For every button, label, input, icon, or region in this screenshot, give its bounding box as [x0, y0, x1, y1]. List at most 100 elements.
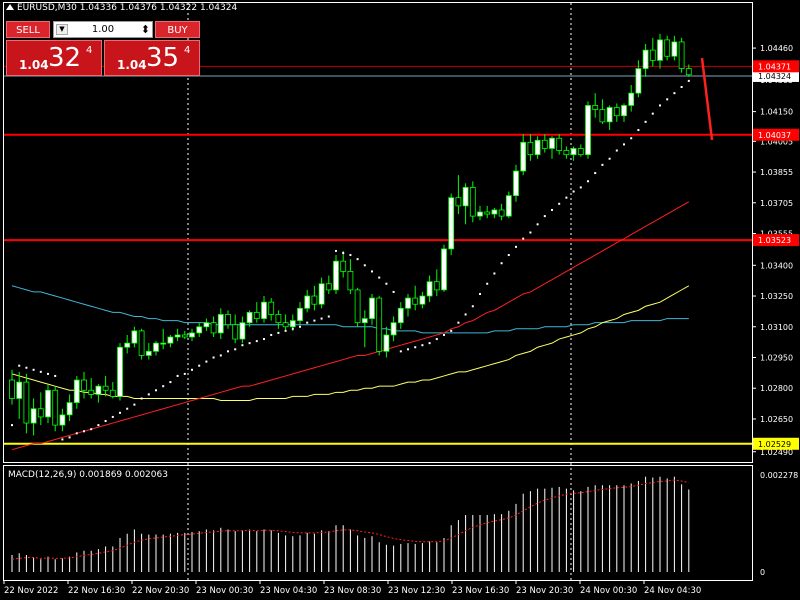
candle-body — [189, 332, 195, 338]
buy-button[interactable]: BUY — [155, 21, 200, 38]
sar-dot — [75, 432, 78, 435]
sell-price-big: 32 — [48, 43, 82, 73]
ma-yellow-line — [11, 285, 690, 402]
spin-arrows-icon[interactable]: ⬍ — [140, 23, 150, 36]
sar-dot — [126, 407, 129, 410]
sar-dot — [270, 333, 273, 336]
sar-dot — [371, 270, 373, 273]
price-tick-label: 1.03250 — [760, 292, 793, 301]
sar-dot — [277, 331, 280, 334]
sell-price-small: 4 — [86, 45, 93, 56]
candle-body — [577, 148, 584, 156]
price-label-box — [753, 60, 799, 73]
candle-body — [491, 209, 498, 215]
sar-dot — [644, 120, 647, 123]
sar-dot — [385, 282, 388, 285]
sar-dot — [90, 428, 93, 431]
sar-dot — [155, 389, 157, 392]
candle-body — [556, 137, 563, 151]
sar-dot — [522, 237, 525, 240]
candle-body — [541, 139, 548, 149]
price-label-box — [753, 69, 799, 82]
sar-dot — [356, 258, 359, 261]
chevron-down-icon[interactable]: ▼ — [56, 24, 68, 35]
sar-dot — [414, 346, 417, 349]
candle-body — [563, 150, 570, 156]
sar-dot — [543, 215, 546, 218]
main-chart-frame — [3, 2, 753, 463]
sar-dot — [83, 430, 85, 433]
sar-dot — [630, 137, 633, 140]
ma-blue-line — [11, 285, 689, 334]
candle-body — [649, 49, 656, 61]
candle-body — [685, 68, 692, 76]
sar-dot — [11, 424, 13, 427]
price-axis: 1.044601.043051.041501.040051.038551.037… — [752, 44, 793, 457]
candle-body — [153, 342, 159, 352]
candle-body — [347, 271, 354, 291]
sar-dot — [579, 186, 582, 189]
candle-body — [246, 312, 253, 324]
candle-body — [397, 307, 404, 324]
lot-size-value[interactable]: 1.00 — [91, 24, 115, 35]
candle-body — [390, 322, 397, 336]
time-tick-label: 22 Nov 16:30 — [68, 586, 125, 596]
candle-body — [376, 297, 383, 352]
sar-dot — [443, 333, 445, 336]
candle-body — [527, 141, 534, 156]
price-label-text: 1.04371 — [758, 62, 791, 71]
sell-button[interactable]: SELL — [6, 21, 50, 38]
candle-body — [534, 139, 541, 156]
candle-body — [9, 379, 15, 399]
sar-dot — [680, 86, 683, 89]
time-tick-label: 23 Nov 08:30 — [324, 586, 381, 596]
sar-dot — [615, 149, 618, 152]
candle-body — [433, 281, 440, 291]
time-tick-label: 22 Nov 2022 — [4, 586, 58, 596]
macd-axis: 0.002278 0 — [760, 471, 798, 577]
sar-dot — [529, 231, 532, 234]
candle-body — [225, 314, 231, 326]
sar-dot — [97, 424, 100, 427]
candle-body — [678, 41, 685, 69]
sell-price-button[interactable]: 1.04 32 4 — [6, 40, 102, 76]
macd-tick-label: 0 — [760, 568, 765, 577]
candle-body — [102, 385, 109, 391]
candle-body — [253, 312, 260, 319]
ma-red-line — [11, 201, 690, 451]
price-tick-label: 1.03555 — [760, 230, 793, 239]
candle-body — [289, 320, 296, 328]
candle-body — [181, 334, 188, 338]
time-tick-label: 23 Nov 00:30 — [196, 586, 253, 596]
sar-dot — [407, 348, 409, 351]
candle-body — [570, 148, 577, 156]
symbol-label: EURUSD,M30 — [17, 3, 77, 13]
candle-body — [549, 137, 555, 149]
chart-header: EURUSD,M30 1.04336 1.04376 1.04322 1.043… — [6, 3, 237, 13]
sar-dot — [191, 368, 193, 371]
sar-dot — [421, 344, 424, 347]
sar-dot — [450, 329, 453, 332]
price-label-box — [753, 128, 799, 141]
sar-dot — [183, 372, 186, 375]
sar-dot — [673, 92, 676, 95]
candle-body — [498, 209, 505, 217]
sar-dot — [363, 264, 366, 267]
sar-dot — [263, 338, 265, 341]
candle-body — [599, 109, 606, 123]
price-tick-label: 1.03705 — [760, 199, 793, 208]
lot-size-field[interactable]: ▼ 1.00 ⬍ — [53, 21, 153, 38]
sar-dot — [320, 317, 323, 320]
buy-price-button[interactable]: 1.04 35 4 — [104, 40, 200, 76]
sar-dot — [486, 282, 489, 285]
sar-dot — [464, 313, 467, 316]
candle-body — [145, 350, 152, 356]
sar-dot — [219, 354, 222, 357]
sar-dot — [111, 415, 114, 418]
candle-body — [131, 330, 138, 344]
buy-price-small: 4 — [184, 45, 191, 56]
sar-dot — [659, 104, 661, 107]
